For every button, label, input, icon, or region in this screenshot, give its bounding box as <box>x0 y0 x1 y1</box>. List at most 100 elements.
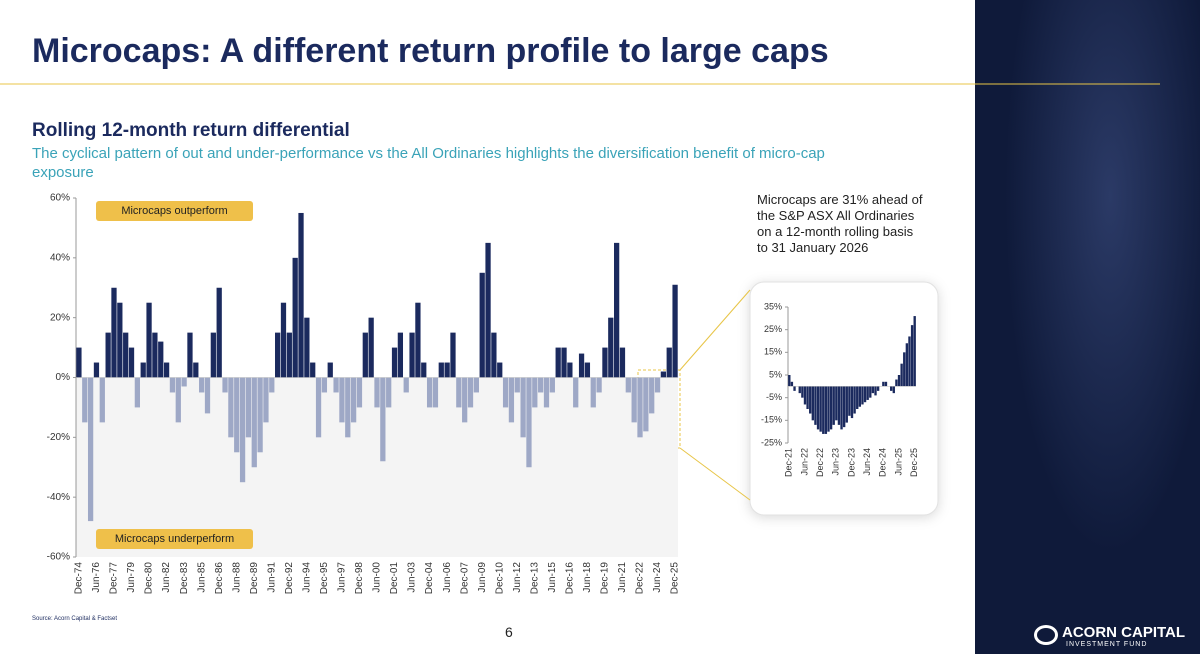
x-tick-label: Dec-83 <box>179 562 190 595</box>
bar <box>380 377 386 462</box>
y-tick-label: 25% <box>764 324 782 334</box>
bar <box>181 377 187 387</box>
annotation-underperform: Microcaps underperform <box>96 529 253 549</box>
bar <box>321 377 328 393</box>
bar <box>204 377 211 414</box>
bar <box>339 377 345 423</box>
x-tick-label: Jun-09 <box>477 562 488 593</box>
bar <box>502 377 509 408</box>
bar <box>884 381 888 387</box>
bar <box>438 362 444 378</box>
bar <box>426 377 433 408</box>
chart-description: The cyclical pattern of out and under-pe… <box>32 145 825 181</box>
bar <box>275 332 281 378</box>
y-tick-label: 5% <box>769 369 782 379</box>
bar <box>286 332 292 378</box>
x-tick-label: Dec-22 <box>635 562 646 595</box>
bar <box>356 377 363 408</box>
y-tick-label: -5% <box>766 392 782 402</box>
bar <box>882 381 885 387</box>
x-tick-label: Dec-21 <box>784 448 794 477</box>
bar <box>105 332 111 378</box>
bar <box>216 287 222 378</box>
x-tick-label: Dec-04 <box>424 562 435 595</box>
bar <box>292 257 298 378</box>
bar <box>298 212 304 378</box>
bar <box>840 386 843 430</box>
bar <box>117 302 123 378</box>
bar <box>863 386 867 403</box>
bar <box>409 332 415 378</box>
x-tick-label: Dec-95 <box>319 562 330 595</box>
bar <box>444 362 450 378</box>
bar <box>397 332 404 378</box>
bar <box>654 377 661 393</box>
bar <box>590 377 596 408</box>
bar <box>890 386 893 391</box>
bar <box>811 386 814 421</box>
bar <box>228 377 234 438</box>
bar <box>146 302 152 378</box>
bar <box>666 347 672 378</box>
bar <box>913 316 916 387</box>
x-tick-label: Jun-22 <box>799 448 809 476</box>
bar <box>869 386 872 398</box>
bar <box>900 363 903 387</box>
x-tick-label: Jun-25 <box>893 448 903 476</box>
page-number: 6 <box>505 624 513 640</box>
bar <box>798 386 801 394</box>
y-tick-label: 40% <box>50 252 70 263</box>
inset-title: Microcaps are 31% ahead of the S&P ASX A… <box>757 192 923 255</box>
bar <box>386 377 392 408</box>
y-tick-label: 0% <box>56 372 71 383</box>
bar <box>555 347 561 378</box>
x-tick-label: Jun-85 <box>196 562 207 593</box>
bar <box>333 377 339 393</box>
bar <box>672 284 678 378</box>
bar <box>608 317 614 378</box>
bar <box>432 377 439 408</box>
bar <box>853 386 856 414</box>
x-tick-label: Dec-16 <box>565 562 576 595</box>
zoom-connector <box>679 447 751 501</box>
bar <box>866 386 869 400</box>
x-tick-label: Jun-24 <box>862 448 872 476</box>
x-tick-label: Jun-21 <box>617 562 628 593</box>
bar <box>199 377 205 393</box>
bar <box>845 386 848 423</box>
bar <box>362 332 368 378</box>
x-tick-label: Jun-00 <box>372 562 383 593</box>
bar <box>578 353 585 378</box>
bar <box>526 377 532 468</box>
bar <box>99 377 105 423</box>
bar <box>850 386 854 419</box>
bar <box>93 362 100 378</box>
bar <box>660 371 667 378</box>
bar <box>128 347 135 378</box>
x-tick-label: Jun-15 <box>547 562 558 593</box>
bar <box>538 377 544 393</box>
bar <box>809 386 812 414</box>
x-tick-label: Jun-76 <box>91 562 102 593</box>
bar <box>643 377 649 432</box>
bar <box>76 347 82 378</box>
x-tick-label: Dec-80 <box>144 562 155 595</box>
bar <box>82 377 88 423</box>
y-tick-label: 20% <box>50 312 70 323</box>
bar <box>803 386 807 405</box>
bar <box>532 377 538 408</box>
bar <box>573 377 579 408</box>
bar <box>910 325 914 387</box>
bar <box>222 377 228 393</box>
x-tick-label: Dec-86 <box>214 562 225 595</box>
bar <box>491 332 497 378</box>
bar <box>187 332 193 378</box>
bar <box>871 386 875 394</box>
bar <box>824 386 828 434</box>
bar <box>280 302 287 378</box>
bar <box>816 386 820 430</box>
dark-panel <box>975 0 1200 654</box>
bar <box>908 336 911 387</box>
y-tick-label: 15% <box>764 347 782 357</box>
